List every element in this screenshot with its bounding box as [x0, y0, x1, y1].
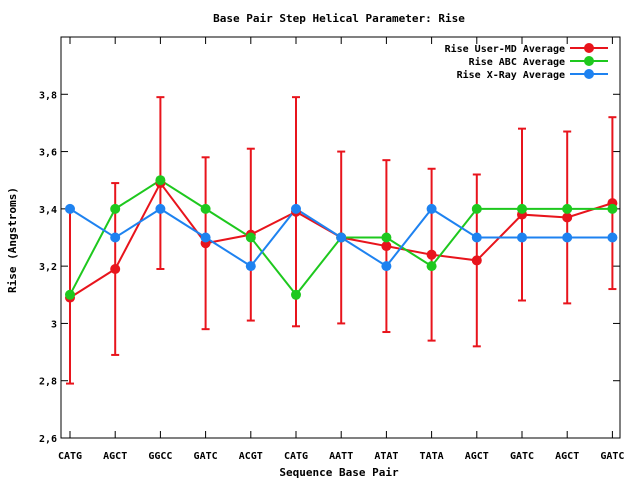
data-point [426, 249, 437, 260]
data-point [381, 232, 392, 243]
data-point [471, 255, 482, 266]
data-point [562, 203, 573, 214]
data-point [607, 203, 618, 214]
legend-label: Rise X-Ray Average [457, 69, 565, 81]
data-point [426, 261, 437, 272]
x-tick-label: GATC [600, 451, 624, 462]
x-tick-label: AGCT [103, 451, 127, 462]
data-point [291, 289, 301, 300]
data-point [336, 232, 347, 243]
legend-swatch-marker [584, 69, 594, 79]
legend-label: Rise User-MD Average [445, 43, 565, 55]
chart-title: Base Pair Step Helical Parameter: Rise [213, 12, 465, 25]
data-point [65, 289, 75, 300]
data-point [291, 203, 301, 214]
data-point [155, 203, 166, 214]
y-axis-label: Rise (Angstroms) [6, 187, 19, 293]
data-point [517, 232, 527, 243]
x-tick-label: GGCC [148, 451, 172, 462]
data-point [562, 212, 573, 223]
legend-swatch-marker [584, 43, 594, 53]
x-tick-labels: CATG AGCT GGCC GATC ACGT CATG AATT ATAT TATA AGCT… [58, 451, 624, 462]
y-tick-label: 2,6 [39, 434, 57, 445]
x-tick-label: AATT [329, 451, 353, 462]
data-point [381, 241, 392, 252]
data-point [471, 232, 482, 243]
y-tick-label: 3,4 [39, 205, 57, 216]
y-tick-label: 3,6 [39, 148, 57, 159]
x-tick-label: GATC [510, 451, 534, 462]
x-tick-label: CATG [58, 451, 82, 462]
y-tick-label: 3,8 [39, 90, 57, 101]
y-tick-label: 2,8 [39, 377, 57, 388]
data-point [517, 203, 527, 214]
y-tick-label: 3 [51, 319, 57, 330]
x-tick-label: AGCT [465, 451, 489, 462]
data-point [562, 232, 573, 243]
y-tick-labels: 2,6 2,8 3 3,2 3,4 3,6 3,8 [39, 90, 57, 445]
data-point [110, 203, 121, 214]
data-point [65, 203, 75, 214]
data-point [381, 261, 392, 272]
data-point [110, 232, 121, 243]
plot-frame [60, 36, 621, 439]
x-axis-label: Sequence Base Pair [279, 466, 399, 479]
data-point [245, 261, 256, 272]
data-point [426, 203, 437, 214]
x-tick-label: GATC [194, 451, 218, 462]
x-tick-label: TATA [420, 451, 444, 462]
x-tick-label: ATAT [374, 451, 398, 462]
data-point [607, 232, 618, 243]
data-point [245, 232, 256, 243]
data-point [155, 175, 166, 186]
data-point [200, 232, 211, 243]
data-point [471, 203, 482, 214]
data-point [200, 203, 211, 214]
legend-label: Rise ABC Average [469, 56, 565, 68]
legend-swatch-marker [584, 56, 594, 66]
data-point [110, 264, 121, 275]
x-tick-label: CATG [284, 451, 308, 462]
x-tick-label: AGCT [555, 451, 579, 462]
y-tick-label: 3,2 [39, 262, 57, 273]
series-points [65, 175, 618, 303]
x-tick-label: ACGT [239, 451, 263, 462]
